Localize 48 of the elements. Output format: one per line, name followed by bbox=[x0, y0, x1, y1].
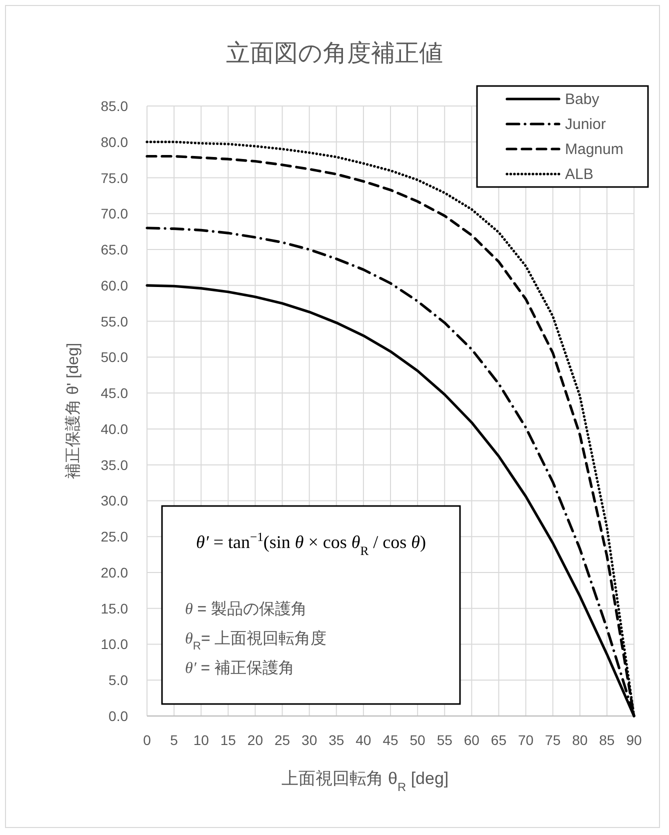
x-tick-label: 0 bbox=[143, 732, 152, 748]
y-tick-label: 30.0 bbox=[100, 492, 128, 509]
y-tick-label: 25.0 bbox=[100, 528, 128, 545]
annotation: θ′ = 補正保護角 bbox=[185, 659, 295, 677]
y-tick-label: 60.0 bbox=[100, 277, 128, 294]
annotation: θ$_{R}$= 上面視回転角度 bbox=[185, 630, 327, 652]
y-tick-label: 5.0 bbox=[108, 672, 128, 688]
y-tick-label: 85.0 bbox=[100, 98, 128, 114]
y-tick-label: 45.0 bbox=[100, 385, 128, 402]
y-tick-label: 55.0 bbox=[100, 313, 128, 330]
x-tick-label: 35 bbox=[328, 732, 344, 748]
legend-label: Junior bbox=[565, 116, 606, 133]
x-tick-label: 60 bbox=[464, 732, 480, 748]
y-tick-label: 65.0 bbox=[100, 242, 128, 258]
legend-label: ALB bbox=[565, 166, 594, 183]
text: θ′ = tan$^{−1}$(sin θ × cos θ$_{R}$ / cos θ) bbox=[196, 530, 426, 558]
x-tick-label: 10 bbox=[193, 732, 210, 748]
annotation: θ = 製品の保護角 bbox=[185, 600, 308, 618]
y-tick-label: 70.0 bbox=[100, 206, 128, 222]
y-tick-label: 75.0 bbox=[100, 170, 128, 186]
x-tick-label: 25 bbox=[274, 732, 290, 748]
y-tick-label: 10.0 bbox=[100, 636, 128, 652]
x-tick-label: 65 bbox=[490, 732, 507, 748]
x-tick-label: 45 bbox=[382, 732, 398, 748]
x-tick-label: 70 bbox=[518, 732, 534, 748]
x-tick-label: 20 bbox=[247, 732, 264, 748]
y-tick-label: 0.0 bbox=[108, 708, 128, 724]
x-tick-label: 30 bbox=[302, 732, 318, 748]
y-axis-title: 補正保護角 θ' [deg] bbox=[64, 342, 82, 480]
x-tick-label: 85 bbox=[599, 732, 615, 748]
y-tick-label: 80.0 bbox=[100, 134, 128, 150]
x-tick-label: 80 bbox=[572, 732, 588, 748]
y-tick-label: 20.0 bbox=[100, 564, 128, 580]
y-tick-label: 15.0 bbox=[100, 600, 128, 616]
legend-label: Magnum bbox=[565, 141, 624, 158]
x-tick-label: 55 bbox=[436, 732, 453, 748]
x-tick-label: 75 bbox=[545, 732, 561, 748]
x-tick-label: 90 bbox=[626, 732, 642, 748]
x-axis-title: 上面視回転角 θ$_{R}$ [deg] bbox=[281, 769, 449, 794]
x-tick-label: 50 bbox=[410, 732, 426, 748]
legend-label: Baby bbox=[565, 91, 600, 108]
y-tick-label: 40.0 bbox=[100, 420, 128, 437]
chart-title: 立面図の角度補正値 bbox=[226, 40, 443, 67]
x-tick-label: 5 bbox=[170, 732, 178, 748]
y-tick-label: 50.0 bbox=[100, 349, 128, 366]
x-tick-label: 15 bbox=[220, 732, 236, 748]
x-tick-label: 40 bbox=[356, 732, 372, 748]
y-tick-label: 35.0 bbox=[100, 456, 128, 473]
